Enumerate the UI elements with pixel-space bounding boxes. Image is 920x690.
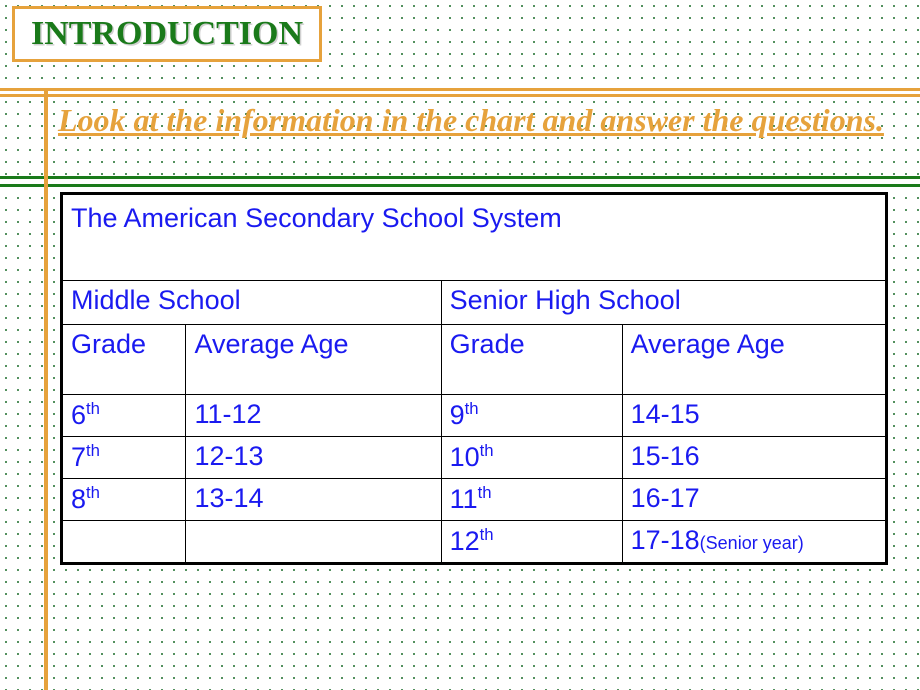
table-row: 7th 12-13 10th 15-16 bbox=[63, 437, 886, 479]
cell-ms-grade: 6th bbox=[63, 395, 186, 437]
cell-hs-age: 14-15 bbox=[622, 395, 885, 437]
cell-hs-age: 17-18(Senior year) bbox=[622, 521, 885, 563]
cell-hs-grade: 11th bbox=[441, 479, 622, 521]
cell-hs-age: 16-17 bbox=[622, 479, 885, 521]
section-middle-school: Middle School bbox=[63, 281, 442, 325]
cell-ms-grade bbox=[63, 521, 186, 563]
cell-ms-grade: 8th bbox=[63, 479, 186, 521]
cell-ms-age: 12-13 bbox=[186, 437, 441, 479]
section-senior-high: Senior High School bbox=[441, 281, 885, 325]
cell-hs-grade: 9th bbox=[441, 395, 622, 437]
cell-hs-grade: 10th bbox=[441, 437, 622, 479]
cell-ms-age: 13-14 bbox=[186, 479, 441, 521]
cell-ms-grade: 7th bbox=[63, 437, 186, 479]
orange-rule-bottom bbox=[0, 94, 920, 97]
orange-vertical-rule bbox=[44, 88, 48, 690]
table-title-cell: The American Secondary School System bbox=[63, 195, 886, 281]
school-system-table: The American Secondary School System Mid… bbox=[60, 192, 888, 565]
table-section-row: Middle School Senior High School bbox=[63, 281, 886, 325]
table-title-row: The American Secondary School System bbox=[63, 195, 886, 281]
green-rule-2 bbox=[0, 184, 920, 187]
instruction-text: Look at the information in the chart and… bbox=[58, 102, 898, 139]
orange-rule-top bbox=[0, 88, 920, 91]
cell-hs-age: 15-16 bbox=[622, 437, 885, 479]
col-header-grade-ms: Grade bbox=[63, 325, 186, 395]
table-row: 6th 11-12 9th 14-15 bbox=[63, 395, 886, 437]
table-header-row: Grade Average Age Grade Average Age bbox=[63, 325, 886, 395]
table-row: 8th 13-14 11th 16-17 bbox=[63, 479, 886, 521]
cell-hs-grade: 12th bbox=[441, 521, 622, 563]
heading-box: INTRODUCTION bbox=[12, 6, 322, 62]
cell-ms-age bbox=[186, 521, 441, 563]
cell-ms-age: 11-12 bbox=[186, 395, 441, 437]
col-header-grade-hs: Grade bbox=[441, 325, 622, 395]
page-title: INTRODUCTION bbox=[31, 15, 303, 53]
col-header-age-ms: Average Age bbox=[186, 325, 441, 395]
col-header-age-hs: Average Age bbox=[622, 325, 885, 395]
green-rule-1 bbox=[0, 176, 920, 179]
table-row: 12th 17-18(Senior year) bbox=[63, 521, 886, 563]
